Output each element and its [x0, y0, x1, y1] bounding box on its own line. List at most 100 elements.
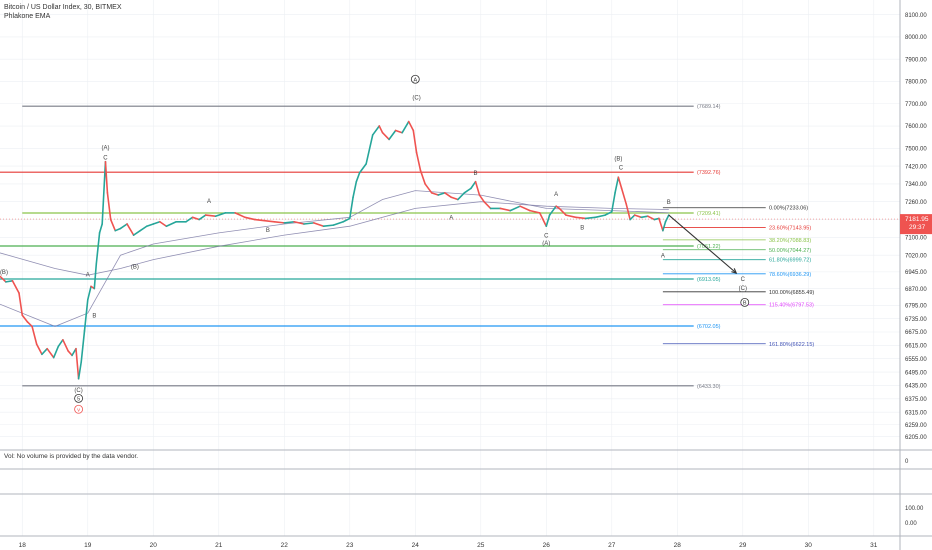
price-segment	[312, 222, 325, 228]
time-axis-tick: 19	[84, 542, 92, 549]
price-segment	[378, 125, 384, 134]
price-segment	[234, 212, 246, 219]
time-axis-tick: 31	[870, 542, 878, 549]
indicator-title[interactable]: Phlakone EMA	[4, 13, 51, 20]
price-segment	[283, 220, 295, 224]
price-segment	[86, 285, 92, 301]
price-axis[interactable]: 8100.00 8000.00 7900.00 7800.00 7700.00 7600.…	[905, 13, 927, 441]
price-segment	[101, 160, 107, 225]
wave-label: C	[741, 277, 746, 283]
price-segment	[114, 227, 122, 232]
fib-level-label: 23.60%(7143.95)	[769, 226, 811, 232]
price-axis-tick: 6735.00	[905, 317, 927, 323]
price-segment	[483, 200, 492, 210]
price-segment	[98, 223, 103, 234]
price-segment	[152, 220, 161, 225]
price-segment	[35, 343, 43, 356]
wave-circle	[74, 393, 84, 403]
price-segment	[457, 192, 466, 201]
fib-level-label: 50.00%(7044.27)	[769, 248, 811, 254]
price-segment	[499, 207, 512, 212]
price-segment	[415, 151, 422, 172]
price-segment	[509, 205, 521, 212]
time-axis-tick: 23	[346, 542, 354, 549]
price-segment	[322, 224, 335, 228]
price-segment	[31, 325, 38, 346]
wave-label: A	[661, 253, 665, 259]
price-segment	[470, 180, 477, 190]
fib-level-label: 161.80%(6622.15)	[769, 342, 814, 348]
price-segment	[83, 298, 89, 332]
time-axis-tick: 29	[739, 542, 747, 549]
price-segment	[358, 163, 367, 174]
price-segment	[365, 134, 374, 165]
price-segment	[610, 192, 616, 213]
price-segment	[139, 225, 148, 232]
price-segment	[119, 223, 128, 230]
price-axis-tick: 7800.00	[905, 80, 927, 86]
wave-circle-label: B	[743, 300, 747, 306]
price-axis-tick: 6870.00	[905, 287, 927, 293]
wave-label: B	[667, 200, 671, 206]
price-segment	[185, 216, 194, 223]
volume-axis-tick: 100.00	[905, 506, 924, 512]
price-segment	[658, 217, 664, 232]
price-axis-tick: 6795.00	[905, 303, 927, 309]
price-segment	[303, 222, 315, 225]
price-segment	[450, 196, 459, 201]
wave-label: (A)	[542, 241, 550, 247]
price-segment	[474, 180, 481, 196]
price-segment	[443, 192, 453, 199]
horizontal-level-label: (6913.05)	[697, 277, 721, 283]
price-segment	[41, 347, 48, 356]
price-segment	[594, 214, 607, 219]
price-segment	[26, 321, 33, 328]
price-segment	[558, 207, 567, 216]
price-segment	[62, 338, 69, 352]
wave-label: (C)	[739, 286, 747, 292]
wave-label: (A)	[101, 145, 109, 151]
price-segment	[191, 216, 200, 221]
volume-note: Vol: No volume is provided by the data v…	[4, 453, 139, 460]
wave-label: (B)	[614, 157, 622, 163]
time-axis-tick: 28	[674, 542, 682, 549]
wave-label: C	[103, 155, 108, 161]
price-segment	[11, 279, 20, 294]
price-segment	[538, 212, 548, 228]
price-segment	[0, 275, 7, 283]
price-axis-tick: 6259.00	[905, 423, 927, 429]
volume-axis: 0 100.00 0.00	[905, 459, 924, 527]
price-segment	[519, 205, 531, 212]
price-segment	[5, 279, 14, 283]
price-segment	[204, 214, 217, 218]
horizontal-level-label: (7061.22)	[697, 244, 721, 250]
price-segment	[664, 214, 670, 223]
wave-circle	[410, 74, 420, 84]
last-price-tag: 7181.95 29:37	[900, 214, 932, 235]
price-segment	[430, 192, 440, 196]
fib-level-label: 38.20%(7088.83)	[769, 238, 811, 244]
price-axis-tick: 7600.00	[905, 124, 927, 130]
time-axis-tick: 27	[608, 542, 616, 549]
horizontal-level-label: (7392.76)	[697, 170, 721, 176]
price-axis-tick: 6375.00	[905, 397, 927, 403]
price-segment	[574, 216, 587, 220]
wave-circle-label: A	[413, 77, 417, 83]
wave-label: A	[207, 199, 211, 205]
price-segment	[132, 229, 141, 236]
time-axis-tick: 21	[215, 542, 223, 549]
wave-label: A	[449, 216, 453, 222]
wave-label: A	[554, 192, 558, 198]
price-segment	[565, 214, 577, 219]
price-segment	[214, 212, 227, 218]
price-segment	[18, 292, 24, 317]
wave-label: B	[474, 171, 478, 177]
wave-label: C	[544, 233, 549, 239]
wave-label: B	[266, 228, 270, 234]
volume-axis-tick: 0.00	[905, 521, 917, 527]
time-axis[interactable]: 18 19 20 21 22 23 24 25 26 27 28 29 30 31	[19, 542, 878, 549]
price-segment	[355, 171, 361, 183]
price-axis-tick: 7700.00	[905, 102, 927, 108]
volume-axis-tick: 0	[905, 459, 909, 465]
